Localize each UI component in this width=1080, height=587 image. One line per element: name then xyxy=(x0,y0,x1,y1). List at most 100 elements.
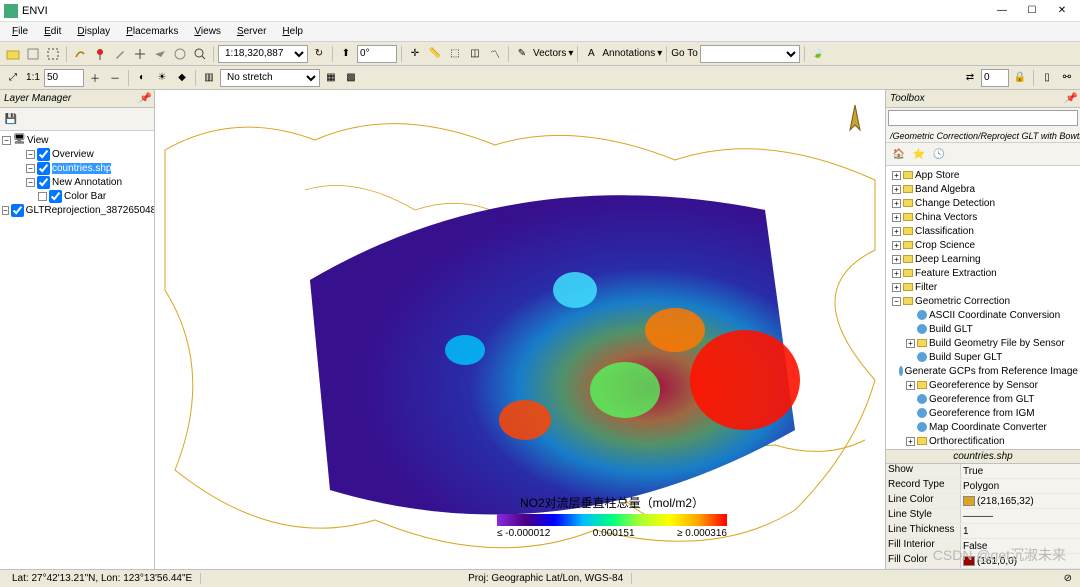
colorbar-gradient xyxy=(497,514,727,526)
toolbox-item[interactable]: ASCII Coordinate Conversion xyxy=(888,308,1078,322)
flicker-icon[interactable]: ⇄ xyxy=(961,69,979,87)
toolbox-item[interactable]: +Georeference by Sensor xyxy=(888,378,1078,392)
open-icon[interactable] xyxy=(4,45,22,63)
favorite-icon[interactable]: ⭐ xyxy=(910,145,928,163)
rotation-input[interactable] xyxy=(357,45,397,63)
toolbox-item[interactable]: +Orthorectification xyxy=(888,434,1078,448)
pan-icon[interactable] xyxy=(131,45,149,63)
toolbox-item[interactable]: Georeference from GLT xyxy=(888,392,1078,406)
zoom-in-icon[interactable]: ＋ xyxy=(86,69,104,87)
crosshair-icon[interactable]: ✛ xyxy=(406,45,424,63)
toolbox-item[interactable]: +Crop Science xyxy=(888,238,1078,252)
toolbox-item[interactable]: Build GLT xyxy=(888,322,1078,336)
pushpin-icon[interactable] xyxy=(91,45,109,63)
close-button[interactable]: ✕ xyxy=(1048,2,1076,20)
scale-combo[interactable]: 1:18,320,887 xyxy=(218,45,308,63)
chip-icon[interactable] xyxy=(24,45,42,63)
minimize-button[interactable]: — xyxy=(988,2,1016,20)
sharpen-icon[interactable]: ◆ xyxy=(173,69,191,87)
annotations-icon[interactable]: A xyxy=(582,45,600,63)
toolbox-item[interactable]: +Classification xyxy=(888,224,1078,238)
layer-item[interactable]: −New Annotation xyxy=(2,175,152,189)
tree-view-root[interactable]: −🖥 View xyxy=(2,133,152,147)
chart-icon[interactable]: 〽 xyxy=(486,45,504,63)
zoom-1to1-icon[interactable]: 1:1 xyxy=(24,69,42,87)
property-row[interactable]: Line Style——— xyxy=(886,509,1080,524)
maximize-button[interactable]: ☐ xyxy=(1018,2,1046,20)
colorbar-mid: 0.000151 xyxy=(593,528,635,539)
stretch-opt1-icon[interactable]: ▦ xyxy=(322,69,340,87)
toolbox-item[interactable]: +Feature Extraction xyxy=(888,266,1078,280)
recent-icon[interactable]: 🕓 xyxy=(930,145,948,163)
toolbox-item[interactable]: Generate GCPs from Reference Image xyxy=(888,364,1078,378)
zoom-extent-icon[interactable]: ⤢ xyxy=(4,69,22,87)
menu-server[interactable]: Server xyxy=(229,24,274,39)
toolbox-item[interactable]: +Band Algebra xyxy=(888,182,1078,196)
layer-save-icon[interactable]: 💾 xyxy=(2,110,20,128)
toolbox-item[interactable]: +App Store xyxy=(888,168,1078,182)
watermark-text: CSDN @get沉淑未来 xyxy=(933,545,1066,565)
toolbox-item[interactable]: Map Coordinate Converter xyxy=(888,420,1078,434)
toolbox-item[interactable]: +Change Detection xyxy=(888,196,1078,210)
pin-icon[interactable]: 📌 xyxy=(138,93,150,105)
toolbox-item[interactable]: Georeference from IGM xyxy=(888,406,1078,420)
colorbar-max: ≥ 0.000316 xyxy=(677,528,727,539)
brightness-icon[interactable]: ☀ xyxy=(153,69,171,87)
layer-item[interactable]: Color Bar xyxy=(2,189,152,203)
layer-item[interactable]: −Overview xyxy=(2,147,152,161)
menu-help[interactable]: Help xyxy=(274,24,311,39)
property-row[interactable]: Line Color(218,165,32) xyxy=(886,494,1080,509)
menu-display[interactable]: Display xyxy=(69,24,118,39)
toolbox-item[interactable]: +Deep Learning xyxy=(888,252,1078,266)
property-row[interactable]: Line Thickness1 xyxy=(886,524,1080,539)
toolbox-item[interactable]: Build Super GLT xyxy=(888,350,1078,364)
toolbox-search-input[interactable] xyxy=(888,110,1078,126)
measure-icon[interactable]: 📏 xyxy=(426,45,444,63)
layer-tree[interactable]: −🖥 View −Overview−countries.shp−New Anno… xyxy=(0,131,154,569)
green-leaf-icon[interactable]: 🍃 xyxy=(809,45,827,63)
toolbox-breadcrumb: /Geometric Correction/Reproject GLT with… xyxy=(886,130,1080,143)
menu-edit[interactable]: Edit xyxy=(36,24,69,39)
toolbox-tree[interactable]: +App Store+Band Algebra+Change Detection… xyxy=(886,166,1080,449)
zoom-out-icon[interactable]: － xyxy=(106,69,124,87)
layer-item[interactable]: −GLTReprojection_3872650480. xyxy=(2,203,152,217)
roi-icon[interactable]: ◫ xyxy=(466,45,484,63)
histogram-icon[interactable]: ▥ xyxy=(200,69,218,87)
window-split-icon[interactable]: ▯ xyxy=(1038,69,1056,87)
cursor-value-icon[interactable]: ⬚ xyxy=(446,45,464,63)
band-input[interactable] xyxy=(981,69,1009,87)
goto-label: Go To xyxy=(671,48,698,59)
menu-placemarks[interactable]: Placemarks xyxy=(118,24,186,39)
stretch-opt2-icon[interactable]: ▩ xyxy=(342,69,360,87)
redo-icon[interactable] xyxy=(71,45,89,63)
property-row[interactable]: ShowTrue xyxy=(886,464,1080,479)
zoom-percent-input[interactable] xyxy=(44,69,84,87)
contrast-icon[interactable]: ◐ xyxy=(133,69,151,87)
status-cancel-icon[interactable]: ⊘ xyxy=(1064,573,1072,584)
menu-file[interactable]: File xyxy=(4,24,36,39)
toolbox-item[interactable]: +Build Geometry File by Sensor xyxy=(888,336,1078,350)
toolbox-item[interactable]: +China Vectors xyxy=(888,210,1078,224)
refresh-icon[interactable]: ↻ xyxy=(310,45,328,63)
eyedropper-icon[interactable] xyxy=(111,45,129,63)
fly-icon[interactable] xyxy=(151,45,169,63)
menu-views[interactable]: Views xyxy=(186,24,229,39)
north-icon[interactable]: ⬆ xyxy=(337,45,355,63)
vectors-icon[interactable]: ✎ xyxy=(513,45,531,63)
toolbox-item[interactable]: −Geometric Correction xyxy=(888,294,1078,308)
map-canvas[interactable]: NO2对流层垂直柱总量（mol/m2） ≤ -0.000012 0.000151… xyxy=(155,90,885,569)
property-row[interactable]: Record TypePolygon xyxy=(886,479,1080,494)
layer-item[interactable]: −countries.shp xyxy=(2,161,152,175)
home-icon[interactable]: 🏠 xyxy=(890,145,908,163)
toolbox-item[interactable]: +Filter xyxy=(888,280,1078,294)
select-rect-icon[interactable] xyxy=(44,45,62,63)
lock-icon[interactable]: 🔒 xyxy=(1011,69,1029,87)
toolbox-panel: Toolbox 📌 /Geometric Correction/Reprojec… xyxy=(885,90,1080,569)
zoom-icon[interactable] xyxy=(191,45,209,63)
app-icon xyxy=(4,4,18,18)
toolbox-pin-icon[interactable]: 📌 xyxy=(1064,93,1076,105)
stretch-combo[interactable]: No stretch xyxy=(220,69,320,87)
rotate-icon[interactable] xyxy=(171,45,189,63)
goto-combo[interactable] xyxy=(700,45,800,63)
link-views-icon[interactable]: ⚯ xyxy=(1058,69,1076,87)
